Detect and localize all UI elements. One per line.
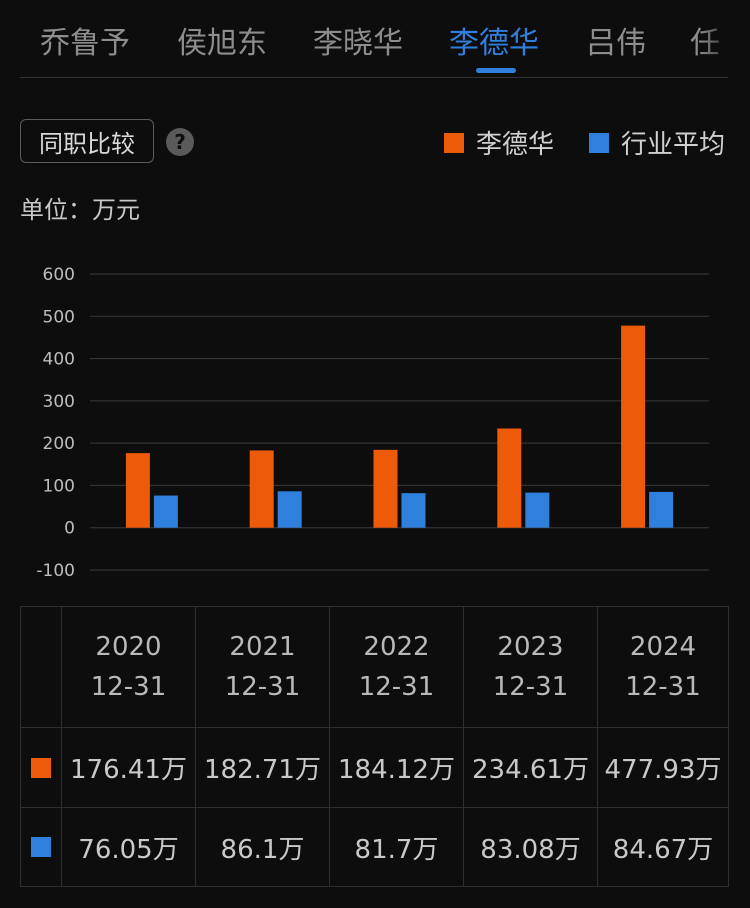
table-cell: 86.1万 (220, 834, 305, 865)
bar-industry-2020[interactable] (153, 495, 178, 528)
table-hline (21, 727, 728, 728)
bar-industry-2022[interactable] (401, 493, 426, 528)
data-table: 2020 12-31 2021 12-31 2022 12-31 2023 12… (20, 606, 729, 887)
y-tick-label: 400 (43, 350, 75, 370)
y-tick-label: 100 (43, 476, 75, 496)
legend-label-person: 李德华 (476, 130, 555, 160)
table-vline (329, 607, 330, 886)
table-vline (463, 607, 464, 886)
bar-industry-2021[interactable] (277, 491, 302, 528)
legend-item-person: 李德华 (444, 124, 554, 161)
tab-li-xiaohua[interactable]: 李晓华 (313, 26, 403, 61)
bar-person-2021[interactable] (249, 450, 274, 528)
y-tick-label: -100 (36, 561, 75, 581)
bar-person-2022[interactable] (373, 449, 398, 528)
table-vline (61, 607, 62, 886)
table-date-2024: 2024 12-31 (598, 607, 728, 727)
compare-peers-button[interactable]: 同职比较 (20, 119, 154, 163)
table-date-2023: 2023 12-31 (464, 607, 597, 727)
tab-divider (20, 77, 728, 78)
table-cell: 184.12万 (338, 755, 455, 785)
table-date-md: 12-31 (224, 672, 301, 702)
table-cell: 234.61万 (472, 755, 589, 785)
table-cell: 84.67万 (612, 834, 714, 865)
bar-person-2023[interactable] (497, 428, 522, 528)
table-cell: 76.05万 (78, 834, 179, 865)
table-row-swatch-person (21, 728, 61, 807)
legend-label-industry: 行业平均 (621, 130, 726, 160)
table-cell: 477.93万 (604, 755, 722, 785)
table-date-year: 2024 (629, 632, 697, 662)
row-color-industry (31, 837, 51, 857)
table-date-md: 12-31 (625, 672, 701, 702)
bar-person-2020[interactable] (125, 453, 150, 528)
table-cell: 81.7万 (354, 834, 439, 865)
table-cell: 182.71万 (204, 755, 321, 785)
legend-swatch-person (444, 132, 464, 153)
table-date-2021: 2021 12-31 (196, 607, 329, 727)
table-date-year: 2020 (95, 632, 162, 662)
legend-item-industry: 行业平均 (589, 124, 725, 161)
table-date-year: 2022 (363, 632, 430, 662)
y-tick-label: 600 (43, 265, 75, 285)
table-date-year: 2021 (229, 632, 296, 662)
tab-qiao-luyu[interactable]: 乔鲁予 (40, 26, 130, 61)
table-cell: 83.08万 (480, 834, 581, 865)
bar-industry-2023[interactable] (525, 492, 550, 528)
table-date-md: 12-31 (358, 672, 435, 702)
table-date-md: 12-31 (492, 672, 569, 702)
bar-industry-2024[interactable] (649, 491, 674, 528)
y-tick-label: 200 (43, 434, 75, 454)
unit-label: 单位：万元 (20, 196, 140, 224)
table-date-year: 2023 (497, 632, 564, 662)
row-color-person (31, 757, 51, 778)
active-tab-indicator (476, 68, 516, 73)
table-date-2020: 2020 12-31 (62, 607, 195, 727)
table-date-md: 12-31 (90, 672, 167, 702)
help-icon[interactable]: ? (166, 128, 194, 156)
y-tick-label: 500 (43, 307, 75, 327)
table-vline (597, 607, 598, 886)
table-hline (21, 807, 728, 808)
tab-hou-xudong[interactable]: 侯旭东 (177, 26, 267, 61)
table-vline (195, 607, 196, 886)
table-cell: 176.41万 (70, 755, 187, 785)
tab-li-dehua[interactable]: 李德华 (449, 26, 539, 61)
tab-lv-wei[interactable]: 吕伟 (586, 26, 646, 61)
table-date-2022: 2022 12-31 (330, 607, 463, 727)
tab-scroll-fade (700, 0, 750, 76)
bar-chart: 600 500 400 300 200 100 0 -100 (36, 265, 709, 581)
y-tick-label: 300 (43, 392, 75, 412)
legend-swatch-industry (589, 132, 609, 153)
bar-person-2024[interactable] (621, 325, 646, 528)
table-row-swatch-industry (21, 808, 61, 886)
y-tick-label: 0 (64, 519, 75, 539)
tab-bar: 乔鲁予 侯旭东 李晓华 李德华 吕伟 任 (0, 0, 750, 78)
